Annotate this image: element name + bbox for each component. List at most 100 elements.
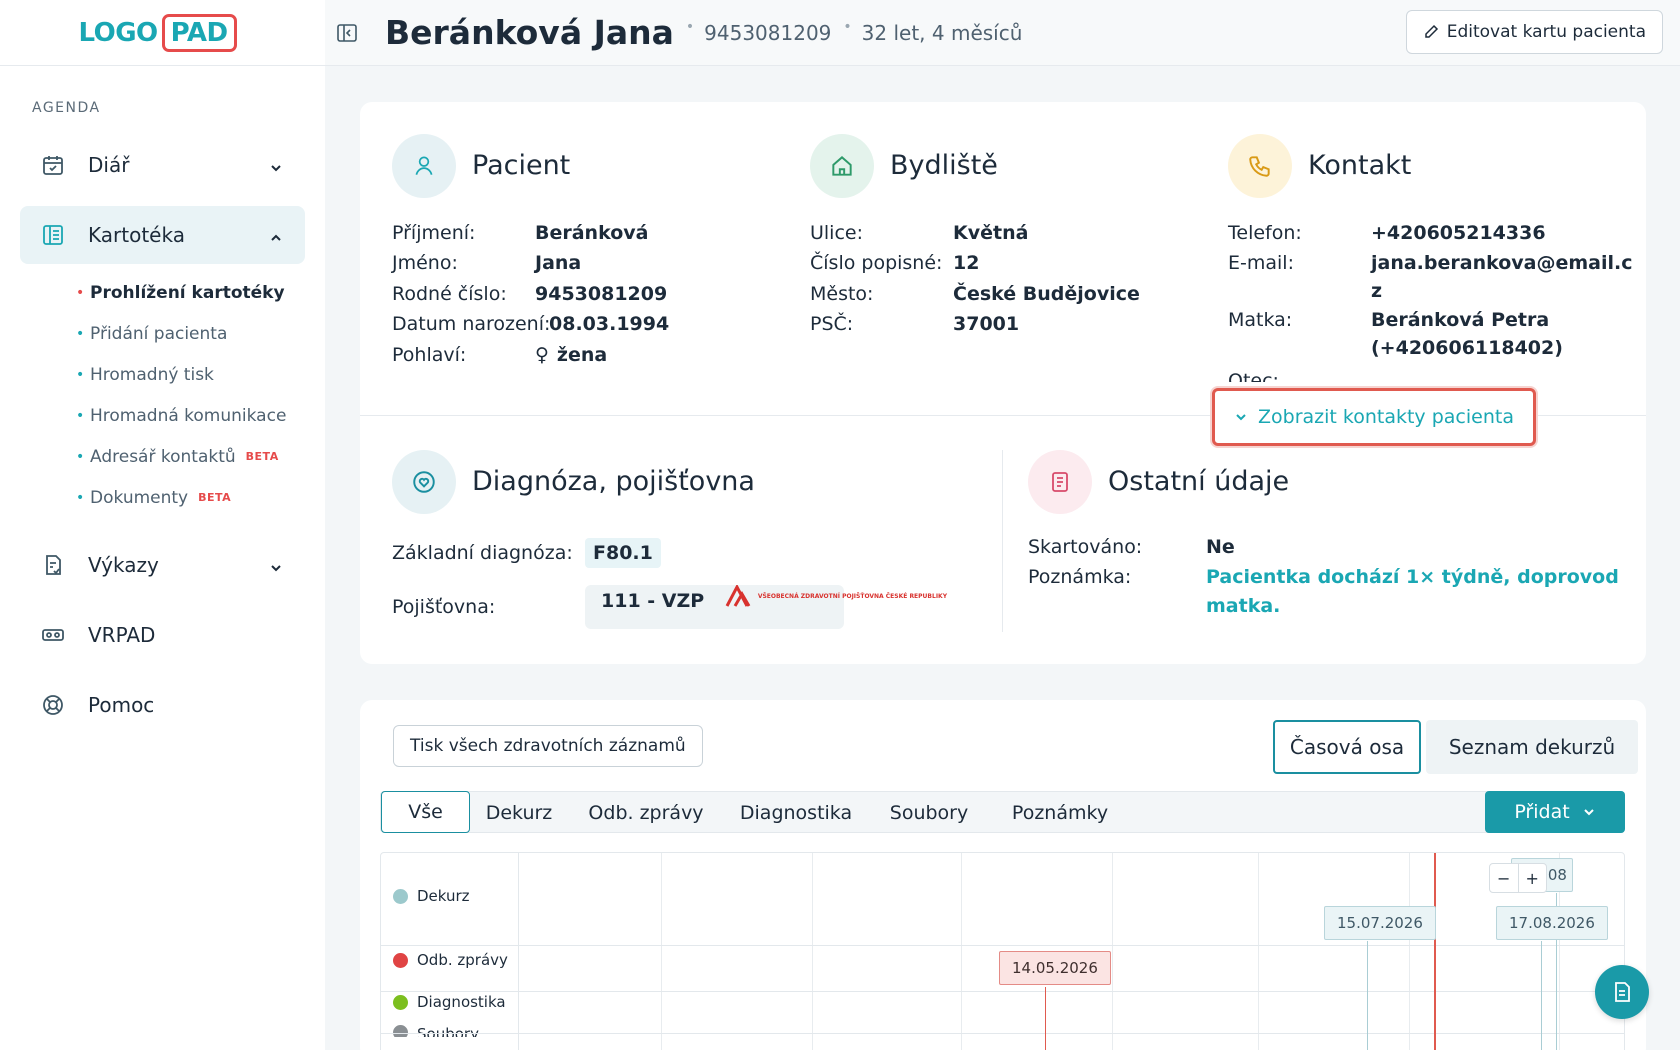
- lane-diagnostika: Diagnostika: [393, 993, 506, 1011]
- bullet-icon: •: [76, 448, 85, 465]
- lifebuoy-icon: [40, 692, 66, 718]
- patient-info-card: Pacient Příjmení: Beránková Jméno: Jana Ro…: [360, 102, 1646, 664]
- bullet-icon: •: [76, 325, 85, 342]
- patient-name: Beránková Jana: [385, 13, 674, 52]
- diagnosis-title: Diagnóza, pojišťovna: [472, 466, 755, 497]
- event-dekurz[interactable]: 17.08.2026: [1496, 906, 1608, 940]
- sidebar-item-kartoteka[interactable]: Kartotéka: [20, 206, 305, 264]
- tab-poznamky[interactable]: Poznámky: [1005, 792, 1115, 834]
- grid-line: [812, 853, 813, 1050]
- logo-text-1: LOGO: [78, 17, 158, 48]
- add-record-button[interactable]: Přidat: [1485, 791, 1625, 833]
- contact-row: Telefon: +420605214336: [1228, 222, 1546, 244]
- email-value-cont: z: [1371, 280, 1383, 302]
- tab-label: Soubory: [889, 802, 969, 824]
- field-label: Pojišťovna:: [392, 596, 496, 618]
- patient-id: 9453081209: [704, 20, 832, 45]
- sidebar-item-pomoc[interactable]: Pomoc: [20, 676, 305, 734]
- notes-fab-button[interactable]: [1595, 965, 1649, 1019]
- show-contacts-button[interactable]: Zobrazit kontakty pacienta: [1212, 388, 1536, 446]
- event-stem: [1541, 941, 1542, 1050]
- email-value: jana.berankova@email.c: [1371, 252, 1633, 274]
- lane-label: Odb. zprávy: [417, 951, 508, 969]
- event-date: 17.08.2026: [1509, 914, 1595, 932]
- bullet-icon: •: [76, 407, 85, 424]
- grid-line: [1258, 853, 1259, 1050]
- calendar-icon: [40, 152, 66, 178]
- tab-soubory[interactable]: Soubory: [879, 792, 979, 834]
- subnav-label: Hromadná komunikace: [90, 405, 287, 426]
- other-row: Skartováno: Ne: [1028, 536, 1235, 558]
- sidebar-toggle-icon[interactable]: [335, 21, 359, 45]
- subnav-item-adresar[interactable]: • Adresář kontaktů BETA: [76, 436, 325, 477]
- document-icon: [1028, 450, 1092, 514]
- field-value: Květná: [953, 222, 1029, 244]
- subnav-item-komunikace[interactable]: • Hromadná komunikace: [76, 395, 325, 436]
- sidebar-item-label: VRPAD: [88, 623, 156, 647]
- subnav-label: Prohlížení kartotéky: [90, 282, 285, 303]
- field-label: E-mail:: [1228, 252, 1294, 274]
- add-record-label: Přidat: [1514, 801, 1570, 823]
- show-contacts-label: Zobrazit kontakty pacienta: [1258, 406, 1514, 428]
- patient-row: Jméno: Jana: [392, 252, 581, 274]
- chevron-up-icon: [269, 226, 283, 250]
- chevron-down-icon: [269, 556, 283, 580]
- event-dekurz[interactable]: 15.07.2026: [1324, 906, 1436, 940]
- field-label: Základní diagnóza:: [392, 542, 573, 564]
- lane-divider: [381, 1033, 1624, 1034]
- field-value: 9453081209: [535, 283, 668, 305]
- address-title: Bydliště: [890, 150, 998, 181]
- event-odb-zprava[interactable]: 14.05.2026: [999, 951, 1111, 985]
- tab-diagnostika[interactable]: Diagnostika: [733, 792, 859, 834]
- kartoteka-subnav: • Prohlížení kartotéky • Přidání pacienta …: [76, 272, 325, 518]
- print-all-label: Tisk všech zdravotních záznamů: [410, 736, 686, 756]
- subnav-item-tisk[interactable]: • Hromadný tisk: [76, 354, 325, 395]
- sidebar-item-diar[interactable]: Diář: [20, 136, 305, 194]
- field-value: 12: [953, 252, 980, 274]
- field-label: Otec:: [1228, 370, 1279, 382]
- tab-odb-zpravy[interactable]: Odb. zprávy: [581, 792, 711, 834]
- print-all-button[interactable]: Tisk všech zdravotních záznamů: [393, 725, 703, 767]
- edit-patient-button[interactable]: Editovat kartu pacienta: [1405, 10, 1663, 54]
- subnav-item-prohlizeni[interactable]: • Prohlížení kartotéky: [76, 272, 325, 313]
- tab-vse[interactable]: Vše: [381, 791, 470, 833]
- grid-line: [961, 853, 962, 1050]
- bullet-icon: •: [76, 489, 85, 506]
- logo-text-2: PAD: [161, 13, 237, 52]
- subnav-label: Dokumenty: [90, 487, 189, 508]
- field-label: PSČ:: [810, 313, 854, 335]
- view-list-button[interactable]: Seznam dekurzů: [1426, 720, 1638, 774]
- chevron-down-icon: [1583, 809, 1594, 816]
- field-label: Číslo popisné:: [810, 252, 943, 274]
- sidebar-item-vykazy[interactable]: Výkazy: [20, 536, 305, 594]
- chevron-down-icon: [269, 156, 283, 180]
- zoom-out-button[interactable]: −: [1490, 864, 1519, 892]
- address-row: Ulice: Květná: [810, 222, 1028, 244]
- sidebar-nav: Diář Kartotéka • Prohlížení kartotéky • Př…: [0, 136, 325, 734]
- lane-divider: [381, 945, 1624, 946]
- sidebar-item-vrpad[interactable]: VRPAD: [20, 606, 305, 664]
- address-row: Město: České Budějovice: [810, 283, 1140, 305]
- timeline[interactable]: Dekurz Odb. zprávy Diagnostika Soubory 1…: [380, 852, 1625, 1050]
- zoom-in-button[interactable]: +: [1525, 868, 1539, 888]
- lane-odb-zpravy: Odb. zprávy: [393, 951, 508, 969]
- subnav-item-pridani[interactable]: • Přidání pacienta: [76, 313, 325, 354]
- vzp-logo: VŠEOBECNÁ ZDRAVOTNÍ POJIŠŤOVNA ČESKÉ REP…: [725, 585, 947, 607]
- divider: [360, 415, 1646, 416]
- subnav-label: Adresář kontaktů: [90, 446, 236, 467]
- vr-headset-icon: [40, 622, 66, 648]
- mother-value: Beránková Petra: [1371, 309, 1550, 331]
- grid-line: [1409, 853, 1410, 1050]
- sidebar-item-label: Diář: [88, 153, 130, 177]
- tab-label: Odb. zprávy: [588, 802, 704, 824]
- view-timeline-button[interactable]: Časová osa: [1273, 720, 1421, 774]
- subnav-item-dokumenty[interactable]: • Dokumenty BETA: [76, 477, 325, 518]
- note-value: Pacientka dochází 1× týdně, doprovod: [1206, 566, 1619, 588]
- beta-badge: BETA: [198, 491, 232, 504]
- patient-title: Pacient: [472, 150, 571, 181]
- logo[interactable]: LOGO PAD: [78, 13, 237, 52]
- contact-row: E-mail: jana.berankova@email.c: [1228, 252, 1633, 274]
- tab-dekurz[interactable]: Dekurz: [476, 792, 562, 834]
- separator-dot: •: [685, 18, 695, 35]
- gender-value: žena: [556, 344, 608, 366]
